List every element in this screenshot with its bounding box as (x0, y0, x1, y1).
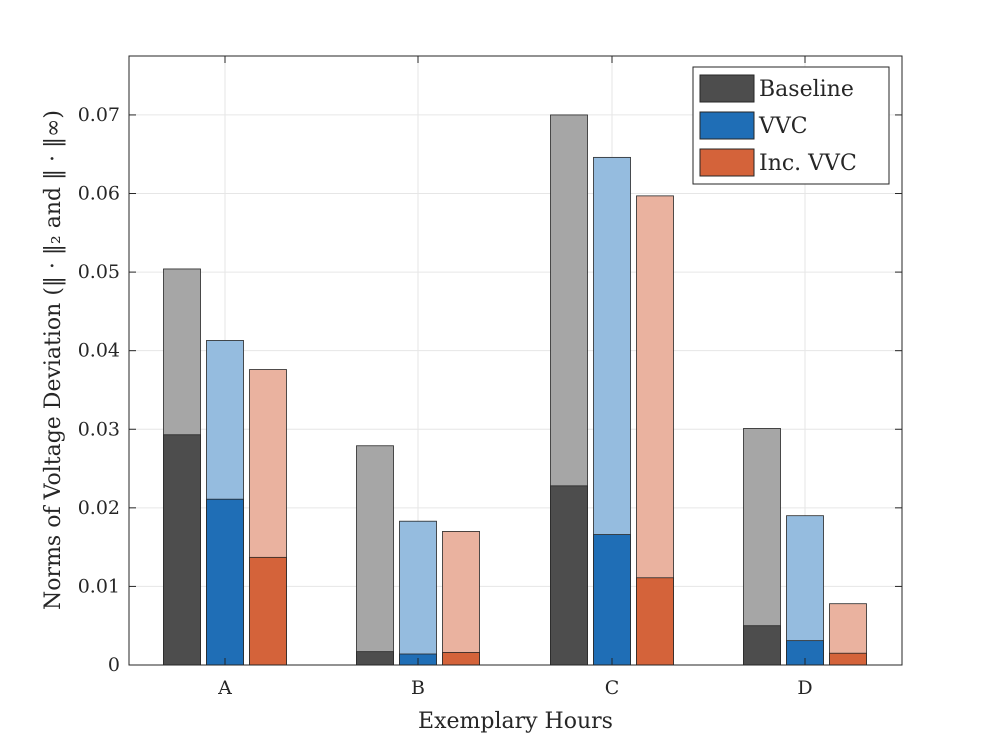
x-tick-label: A (217, 677, 232, 699)
legend-swatch-baseline (699, 74, 755, 103)
x-tick-label: C (605, 677, 620, 699)
bar-inc-vvc-tall-b (442, 531, 480, 666)
legend-label-vvc: VVC (758, 114, 808, 139)
axis-ticks: 0 0.01 0.02 0.03 0.04 0.05 0.06 0.07 A B C D (78, 56, 902, 699)
bar-vvc-tall-d (786, 515, 824, 666)
bar-vvc-short-c (593, 534, 631, 666)
bar-baseline-short-b (356, 651, 394, 666)
y-tick-label: 0.07 (78, 104, 120, 126)
plot-frame (128, 55, 903, 666)
bar-inc-vvc-short-b (442, 652, 480, 666)
legend-label-inc-vvc: Inc. VVC (759, 151, 857, 176)
x-tick-label: D (797, 677, 812, 699)
bar-baseline-short-a (163, 434, 201, 666)
y-tick-label: 0 (108, 654, 120, 676)
bar-vvc-short-a (206, 498, 244, 666)
legend-swatch-inc-vvc (699, 148, 755, 177)
bar-inc-vvc-short-c (636, 577, 674, 666)
bar-inc-vvc-short-a (249, 556, 287, 666)
y-tick-label: 0.06 (78, 183, 120, 205)
y-tick-label: 0.04 (78, 340, 120, 362)
y-tick-label: 0.05 (78, 261, 120, 283)
x-tick-label: B (411, 677, 425, 699)
bar-baseline-short-c (550, 485, 588, 666)
x-axis-title: Exemplary Hours (418, 709, 613, 734)
y-tick-label: 0.02 (78, 497, 120, 519)
bars (163, 114, 867, 666)
legend: Baseline VVC Inc. VVC (692, 66, 890, 185)
legend-swatch-vvc (699, 111, 755, 140)
legend-label-baseline: Baseline (759, 77, 854, 102)
bar-baseline-tall-b (356, 445, 394, 666)
y-tick-label: 0.03 (78, 418, 120, 440)
bar-vvc-tall-b (399, 520, 437, 666)
bar-inc-vvc-short-d (829, 652, 867, 666)
y-tick-label: 0.01 (78, 575, 120, 597)
y-axis-title: Norms of Voltage Deviation (‖ · ‖₂ and ‖… (41, 110, 66, 610)
bar-baseline-short-d (743, 625, 781, 666)
